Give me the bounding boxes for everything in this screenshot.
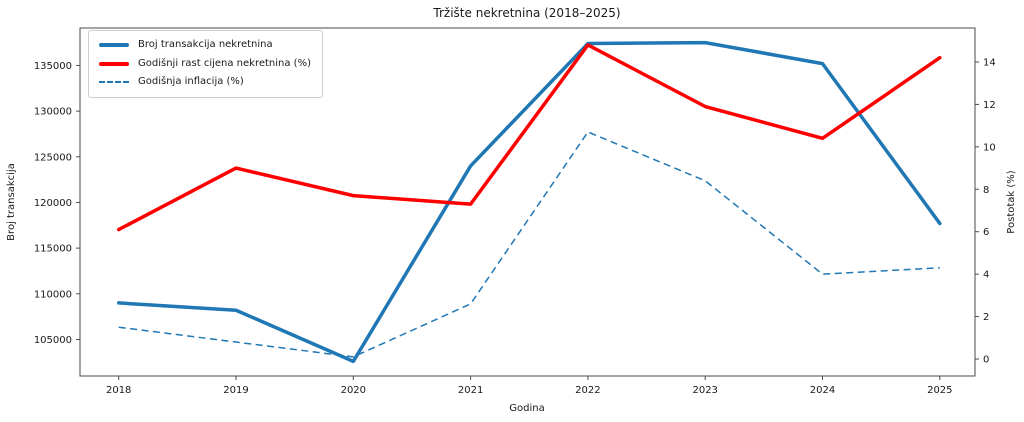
legend-line-swatch-solid-red [99,61,129,66]
legend-label: Broj transakcija nekretnina [138,39,273,50]
right-tick-label: 8 [983,185,989,196]
legend-line-swatch-solid-blue [99,43,129,48]
legend-item-price-growth: Godišnji rast cijena nekretnina (%) [99,58,311,71]
series-line-1 [116,43,942,232]
right-tick-label: 2 [983,312,989,323]
x-tick-label: 2025 [927,385,952,396]
legend-item-inflation: Godišnja inflacija (%) [99,76,311,89]
y-axis-label-right: Postotak (%) [1006,170,1017,233]
right-tick-label: 4 [983,270,989,281]
left-tick-label: 130000 [34,107,72,118]
x-tick-label: 2020 [341,385,366,396]
left-tick-label: 125000 [34,152,72,163]
x-tick-label: 2022 [575,385,600,396]
left-tick-label: 105000 [34,335,72,346]
left-tick-label: 110000 [34,289,72,300]
right-tick-label: 14 [983,57,996,68]
left-tick-label: 120000 [34,198,72,209]
left-tick-label: 135000 [34,61,72,72]
plot-area: 2018 2019 2020 2021 2022 2023 2024 2025 105000 11… [34,27,996,396]
legend-label: Godišnji rast cijena nekretnina (%) [138,57,311,69]
x-tick-label: 2019 [223,385,248,396]
right-tick-label: 6 [983,227,989,238]
legend-item-transactions: Broj transakcija nekretnina [99,39,311,52]
chart-title: Tržište nekretnina (2018–2025) [432,6,620,20]
y-axis-label-left: Broj transakcija [6,163,17,241]
right-tick-label: 10 [983,142,996,153]
series-line-0 [116,40,942,364]
chart-legend: Broj transakcija nekretnina Godišnji ras… [88,30,323,98]
series-line-2 [118,131,940,358]
x-tick-label: 2018 [106,385,131,396]
legend-label: Godišnja inflacija (%) [138,76,244,87]
legend-line-swatch-dashed-blue [99,81,129,84]
right-tick-label: 12 [983,100,996,111]
left-tick-label: 115000 [34,244,72,255]
x-tick-label: 2021 [458,385,483,396]
x-tick-label: 2024 [810,385,835,396]
x-tick-label: 2023 [692,385,717,396]
right-tick-label: 0 [983,355,989,366]
x-axis-label: Godina [509,403,544,414]
